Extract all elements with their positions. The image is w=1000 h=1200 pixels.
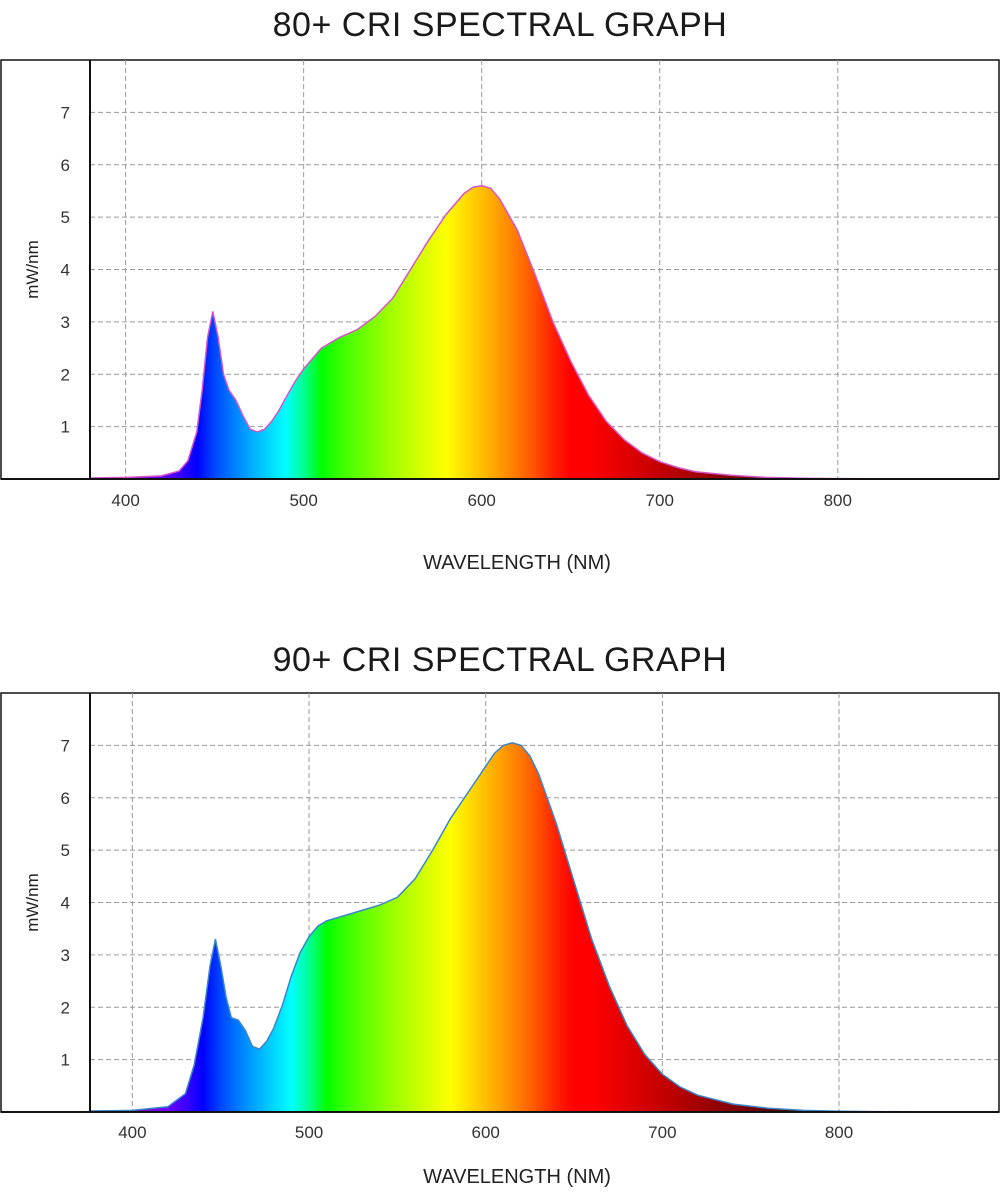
x-tick-label: 600 (472, 1123, 500, 1142)
y-tick-label: 6 (61, 156, 70, 175)
x-tick-label: 800 (825, 1123, 853, 1142)
x-tick-label: 400 (118, 1123, 146, 1142)
y-tick-label: 3 (61, 946, 70, 965)
y-tick-label: 1 (61, 1051, 70, 1070)
chart-title-90cri: 90+ CRI SPECTRAL GRAPH (272, 641, 728, 679)
spectrum-outline (89, 184, 999, 480)
y-tick-label: 6 (61, 789, 70, 808)
x-tick-label: 500 (289, 491, 317, 510)
y-axis-label: mW/nm (23, 240, 42, 299)
y-tick-label: 5 (61, 841, 70, 860)
x-tick-label: 700 (646, 491, 674, 510)
x-tick-label: 500 (295, 1123, 323, 1142)
spectrum-outline (89, 742, 999, 1113)
x-axis-label: WAVELENGTH (NM) (423, 1166, 611, 1188)
chart-title-80cri: 80+ CRI SPECTRAL GRAPH (272, 6, 728, 44)
y-tick-label: 3 (61, 313, 70, 332)
y-tick-label: 7 (61, 103, 70, 122)
x-axis-label: WAVELENGTH (NM) (423, 552, 611, 574)
y-tick-label: 7 (61, 736, 70, 755)
y-axis-label: mW/nm (23, 873, 42, 932)
y-tick-label: 4 (61, 894, 70, 913)
x-tick-label: 800 (824, 491, 852, 510)
spectrum-area (90, 742, 998, 1112)
y-tick-label: 2 (61, 365, 70, 384)
x-tick-label: 600 (467, 491, 495, 510)
y-tick-label: 2 (61, 998, 70, 1017)
x-tick-label: 400 (111, 491, 139, 510)
y-tick-label: 4 (61, 261, 70, 280)
y-tick-label: 1 (61, 418, 70, 437)
chart-90cri: 400 500 600 700 800 1 2 3 4 5 6 7 WAVELENGTH (NM) mW/… (0, 692, 1000, 1188)
x-tick-label: 700 (648, 1123, 676, 1142)
spectrum-area (90, 185, 998, 479)
y-tick-label: 5 (61, 208, 70, 227)
chart-80cri: 400 500 600 700 800 1 2 3 4 5 6 7 WAVELENGTH (NM) mW/… (0, 59, 1000, 574)
